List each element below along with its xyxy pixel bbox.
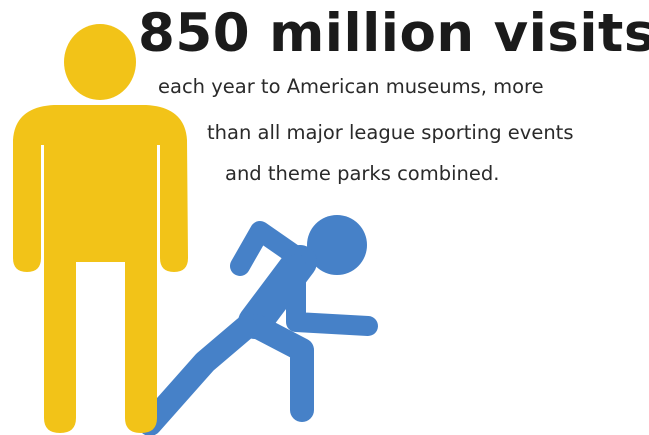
- standing-person-icon: [13, 24, 188, 433]
- body-text-line-3: and theme parks combined.: [225, 162, 500, 185]
- body-text-line-1: each year to American museums, more: [158, 75, 544, 98]
- runner-back-arm: [230, 221, 306, 276]
- runner-head: [307, 215, 367, 275]
- runner-front-arm: [286, 254, 378, 336]
- person-head: [64, 24, 136, 100]
- runner-front-leg: [244, 314, 314, 422]
- headline: 850 million visits: [138, 3, 649, 64]
- body-text-line-2: than all major league sporting events: [207, 121, 574, 144]
- runner-back-leg: [138, 316, 257, 435]
- running-person-icon: [138, 215, 378, 435]
- person-body: [13, 105, 188, 433]
